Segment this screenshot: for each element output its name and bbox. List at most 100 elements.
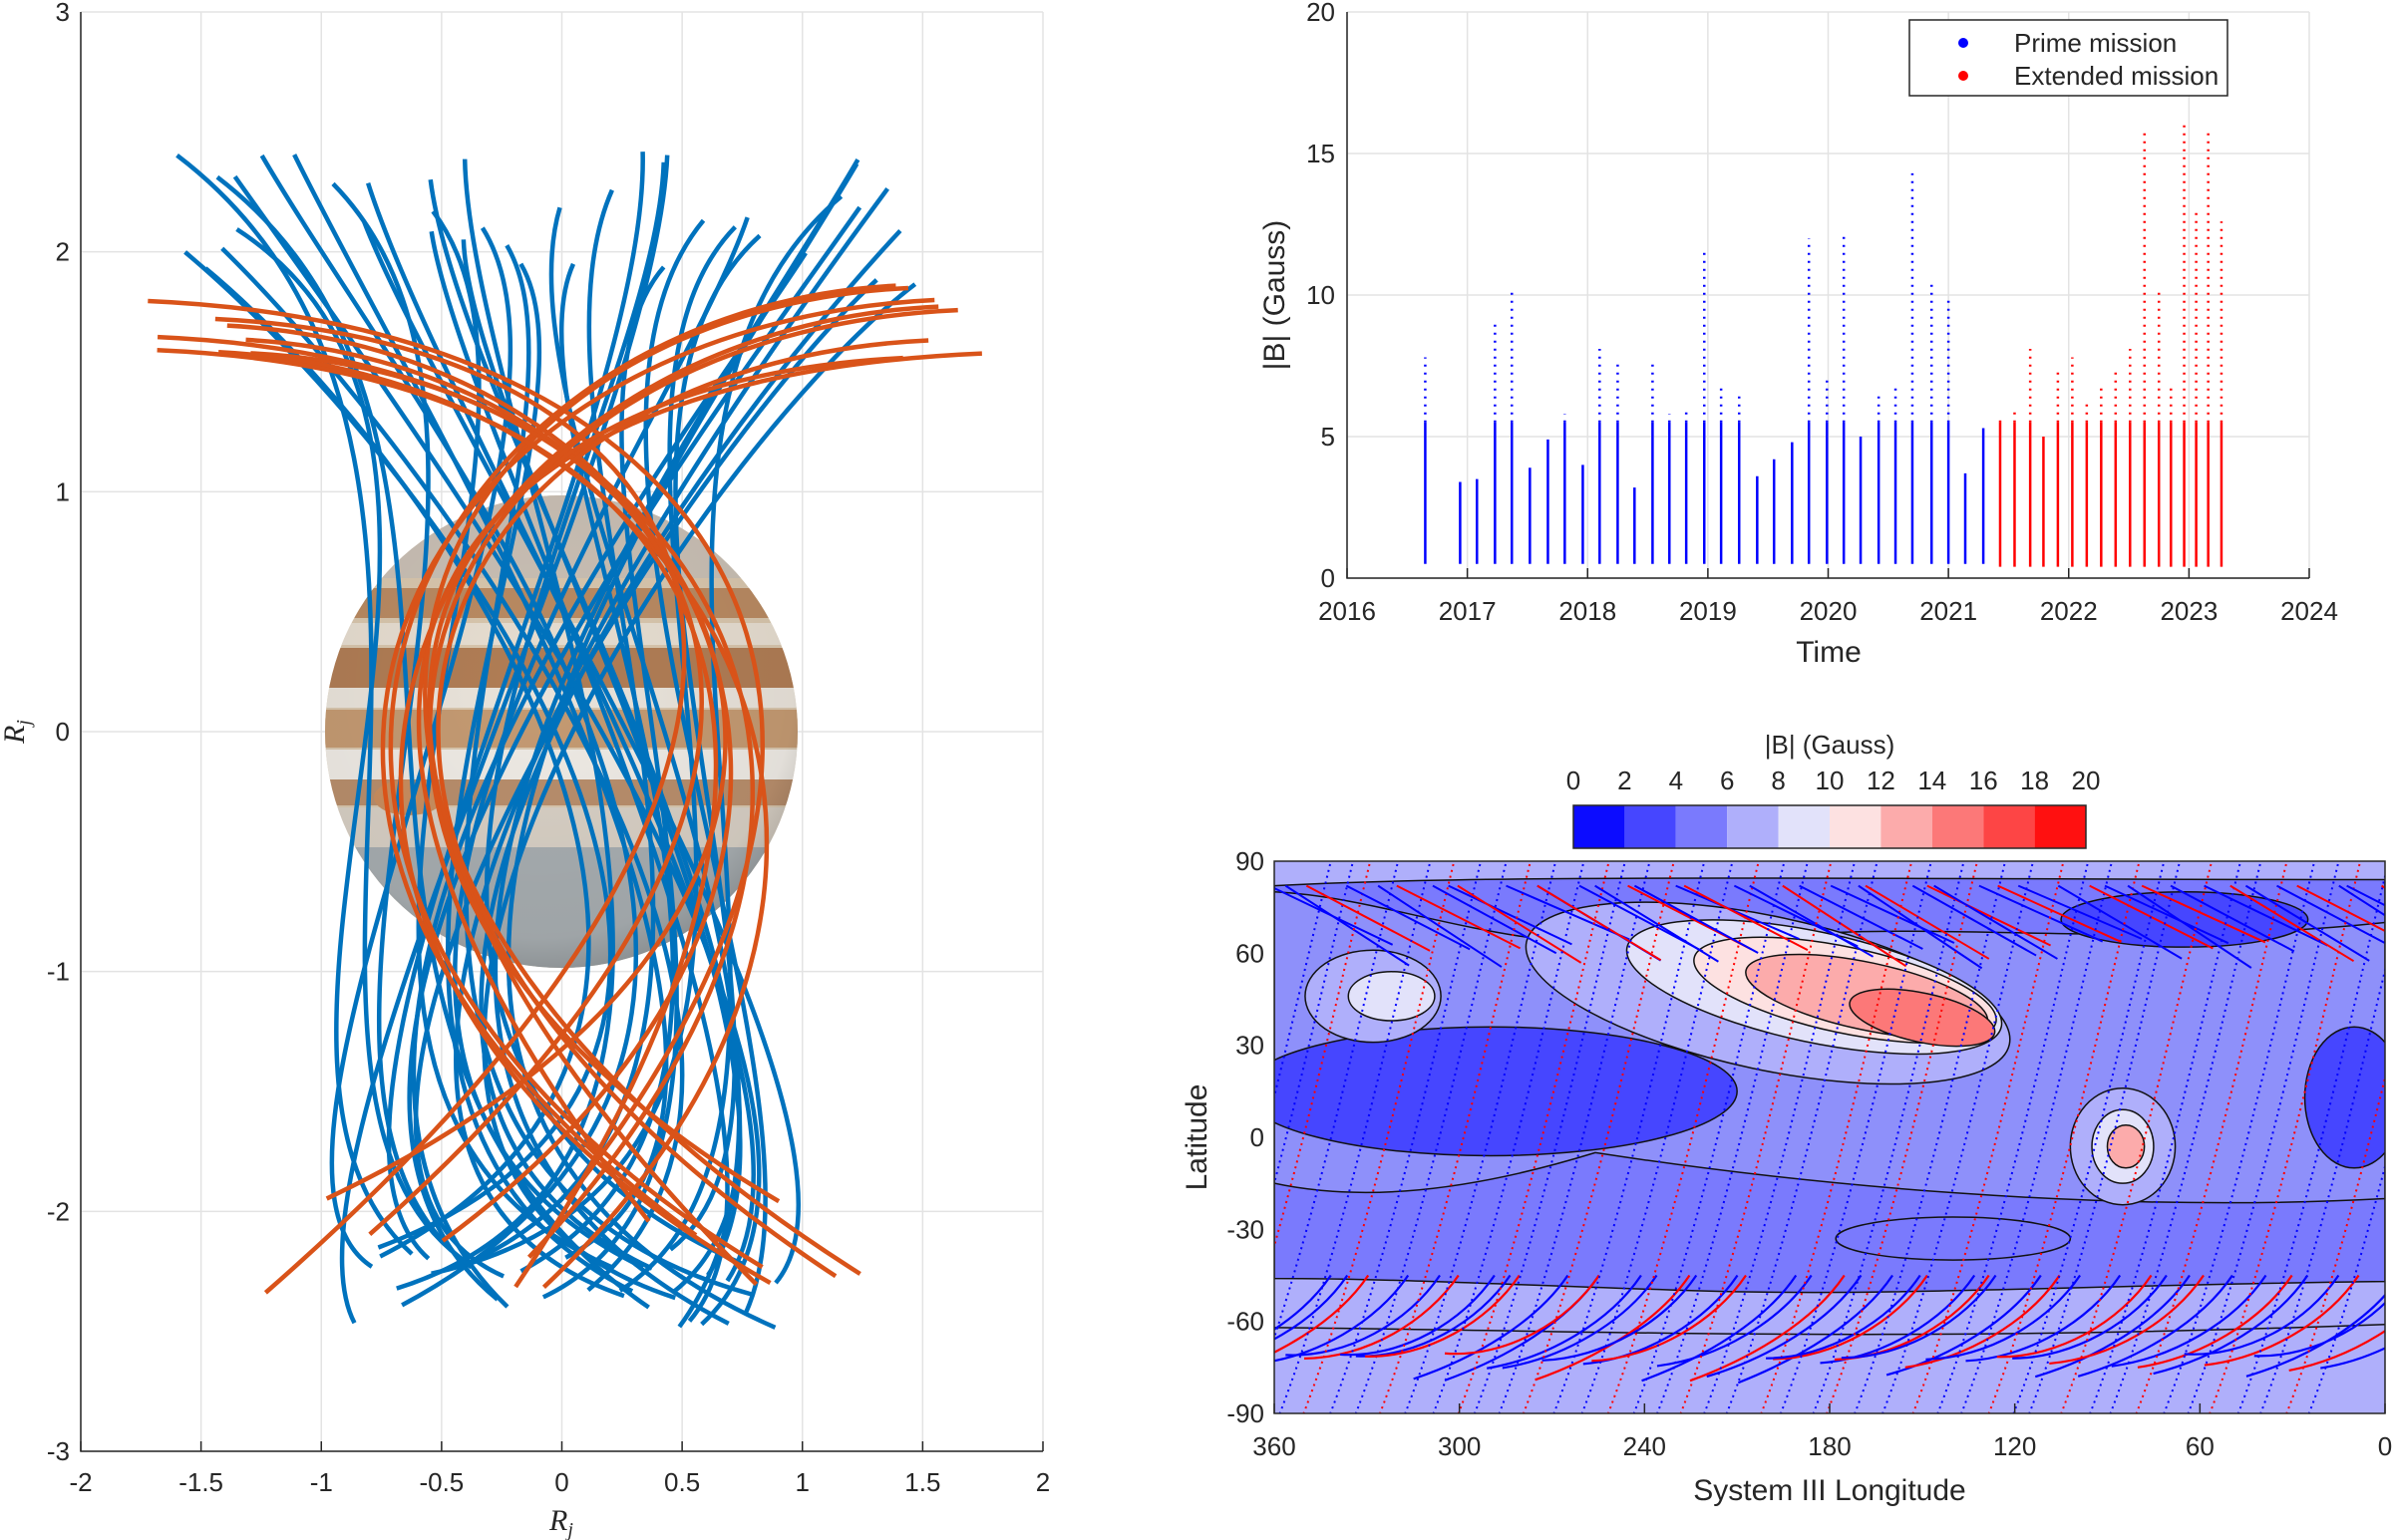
colorbar-tick-label: 2 [1617, 766, 1631, 795]
x-tick-label: 2016 [1318, 596, 1376, 626]
x-tick-label: 2022 [2040, 596, 2098, 626]
prime-track-segment [1858, 884, 1983, 970]
colorbar-swatch [1727, 805, 1779, 848]
extended-track-segment [2296, 884, 2385, 933]
y-tick-label: 0 [1250, 1122, 1264, 1152]
prime-track-segment [2170, 884, 2295, 953]
colorbar-swatch [1573, 805, 1625, 848]
prime-track-segment [1933, 884, 2058, 960]
prime-trajectory [339, 154, 670, 1325]
y-tick-label: 30 [1235, 1031, 1264, 1061]
legend-marker-extended [1958, 71, 1968, 81]
x-tick-label: 1.5 [904, 1467, 940, 1497]
prime-trajectory [446, 262, 634, 1294]
prime-track-segment [2276, 884, 2385, 945]
colorbar: 0 2 4 6 8 10 12 14 16 18 20 [1566, 766, 2100, 849]
extended-trajectory [388, 283, 896, 1270]
contour-region [1347, 971, 1436, 1022]
extended-trajectory [157, 347, 719, 1289]
prime-track-segment [1448, 884, 1572, 946]
legend-label-prime: Prime mission [2014, 28, 2177, 58]
prime-track-segment [1841, 1274, 1997, 1360]
extended-track-segment [1305, 884, 1431, 952]
x-tick-label: -2 [69, 1467, 92, 1497]
legend-marker-prime [1958, 38, 1968, 48]
y-tick-label: 1 [56, 476, 70, 506]
extended-track-segment [1303, 1274, 1460, 1360]
contour-region [1835, 1216, 2072, 1261]
extended-track-segment [2141, 884, 2266, 944]
prime-track-segment [2057, 884, 2183, 960]
colorbar-tick-label: 6 [1720, 766, 1734, 795]
y-tick-label: -90 [1226, 1398, 1264, 1428]
colorbar-swatch [1675, 805, 1728, 848]
extended-trajectory [157, 334, 704, 1236]
x-tick-label: 240 [1623, 1431, 1666, 1461]
prime-track-segment [2111, 1274, 2267, 1368]
prime-track-segment [2012, 1274, 2168, 1360]
x-tick-label: 360 [1252, 1431, 1295, 1461]
prime-track-segment [2153, 1274, 2309, 1376]
y-tick-label: 5 [1321, 422, 1335, 452]
prime-track-segment [1432, 884, 1557, 955]
extended-track-segment [1865, 884, 1990, 960]
x-tick-label: 2 [1036, 1467, 1050, 1497]
prime-track-segment [2104, 884, 2229, 945]
extended-track-segment [1996, 1274, 2153, 1359]
prime-trajectory [669, 233, 762, 1252]
y-tick-label: -3 [47, 1436, 70, 1466]
extended-track-segment [1444, 1274, 1600, 1356]
x-tick-label: 180 [1808, 1431, 1851, 1461]
prime-trajectory [259, 154, 639, 1308]
extended-track-segment [1997, 884, 2122, 943]
extended-track-segment [1904, 1274, 2061, 1369]
x-tick-label: 120 [1993, 1431, 2036, 1461]
y-tick-label: 10 [1306, 280, 1335, 310]
colorbar-tick-label: 16 [1969, 766, 1998, 795]
extended-track-segment [1365, 1274, 1521, 1358]
x-tick-label: 2024 [2280, 596, 2338, 626]
contour-region [2106, 1123, 2146, 1169]
colorbar-tick-label: 18 [2020, 766, 2049, 795]
prime-track-segment [1675, 884, 1800, 940]
extended-trajectory [398, 304, 939, 1286]
extended-track-segment [1782, 884, 1907, 968]
prime-track-segment [1911, 884, 2037, 957]
colorbar-swatch [1624, 805, 1676, 848]
extended-track-segment [1537, 884, 1662, 962]
contour-line [1274, 1323, 2385, 1336]
x-tick-label: 1 [796, 1467, 810, 1497]
prime-track-segment [2204, 884, 2328, 947]
prime-trajectory [235, 227, 414, 1256]
prime-track-segment [1925, 1274, 2082, 1361]
x-tick-label: 2018 [1558, 596, 1616, 626]
contour-region [1849, 988, 1996, 1048]
colorbar-tick-label: 12 [1867, 766, 1895, 795]
x-tick-label: 60 [2186, 1431, 2215, 1461]
prime-trajectory [329, 226, 513, 1269]
colorbar-tick-label: 8 [1771, 766, 1785, 795]
extended-track-segment [1591, 1274, 1747, 1363]
prime-track-segment [1274, 1274, 1410, 1363]
extended-track-segment [1535, 1274, 1691, 1382]
y-tick-label: 2 [56, 237, 70, 267]
prime-track-segment [1487, 1274, 1642, 1370]
x-tick-label: 2020 [1800, 596, 1858, 626]
x-tick-label: 0 [554, 1467, 568, 1497]
colorbar-swatch [1880, 805, 1932, 848]
legend[interactable]: Prime mission Extended mission [1908, 19, 2228, 97]
colorbar-swatch [1931, 805, 1984, 848]
prime-track-segment [1656, 1274, 1813, 1368]
prime-track-segment [1285, 1274, 1441, 1357]
extended-track-segment [2229, 884, 2355, 963]
extended-track-segment [1683, 884, 1809, 952]
prime-track-segment [2184, 1274, 2340, 1356]
extended-track-segment [1689, 1274, 1846, 1383]
x-tick-label: -1.5 [178, 1467, 223, 1497]
x-tick-label: -1 [310, 1467, 333, 1497]
prime-track-segment [1799, 884, 1923, 950]
colorbar-swatch [1830, 805, 1881, 848]
prime-trajectory [484, 161, 745, 1267]
extended-track-segment [1274, 1274, 1370, 1354]
